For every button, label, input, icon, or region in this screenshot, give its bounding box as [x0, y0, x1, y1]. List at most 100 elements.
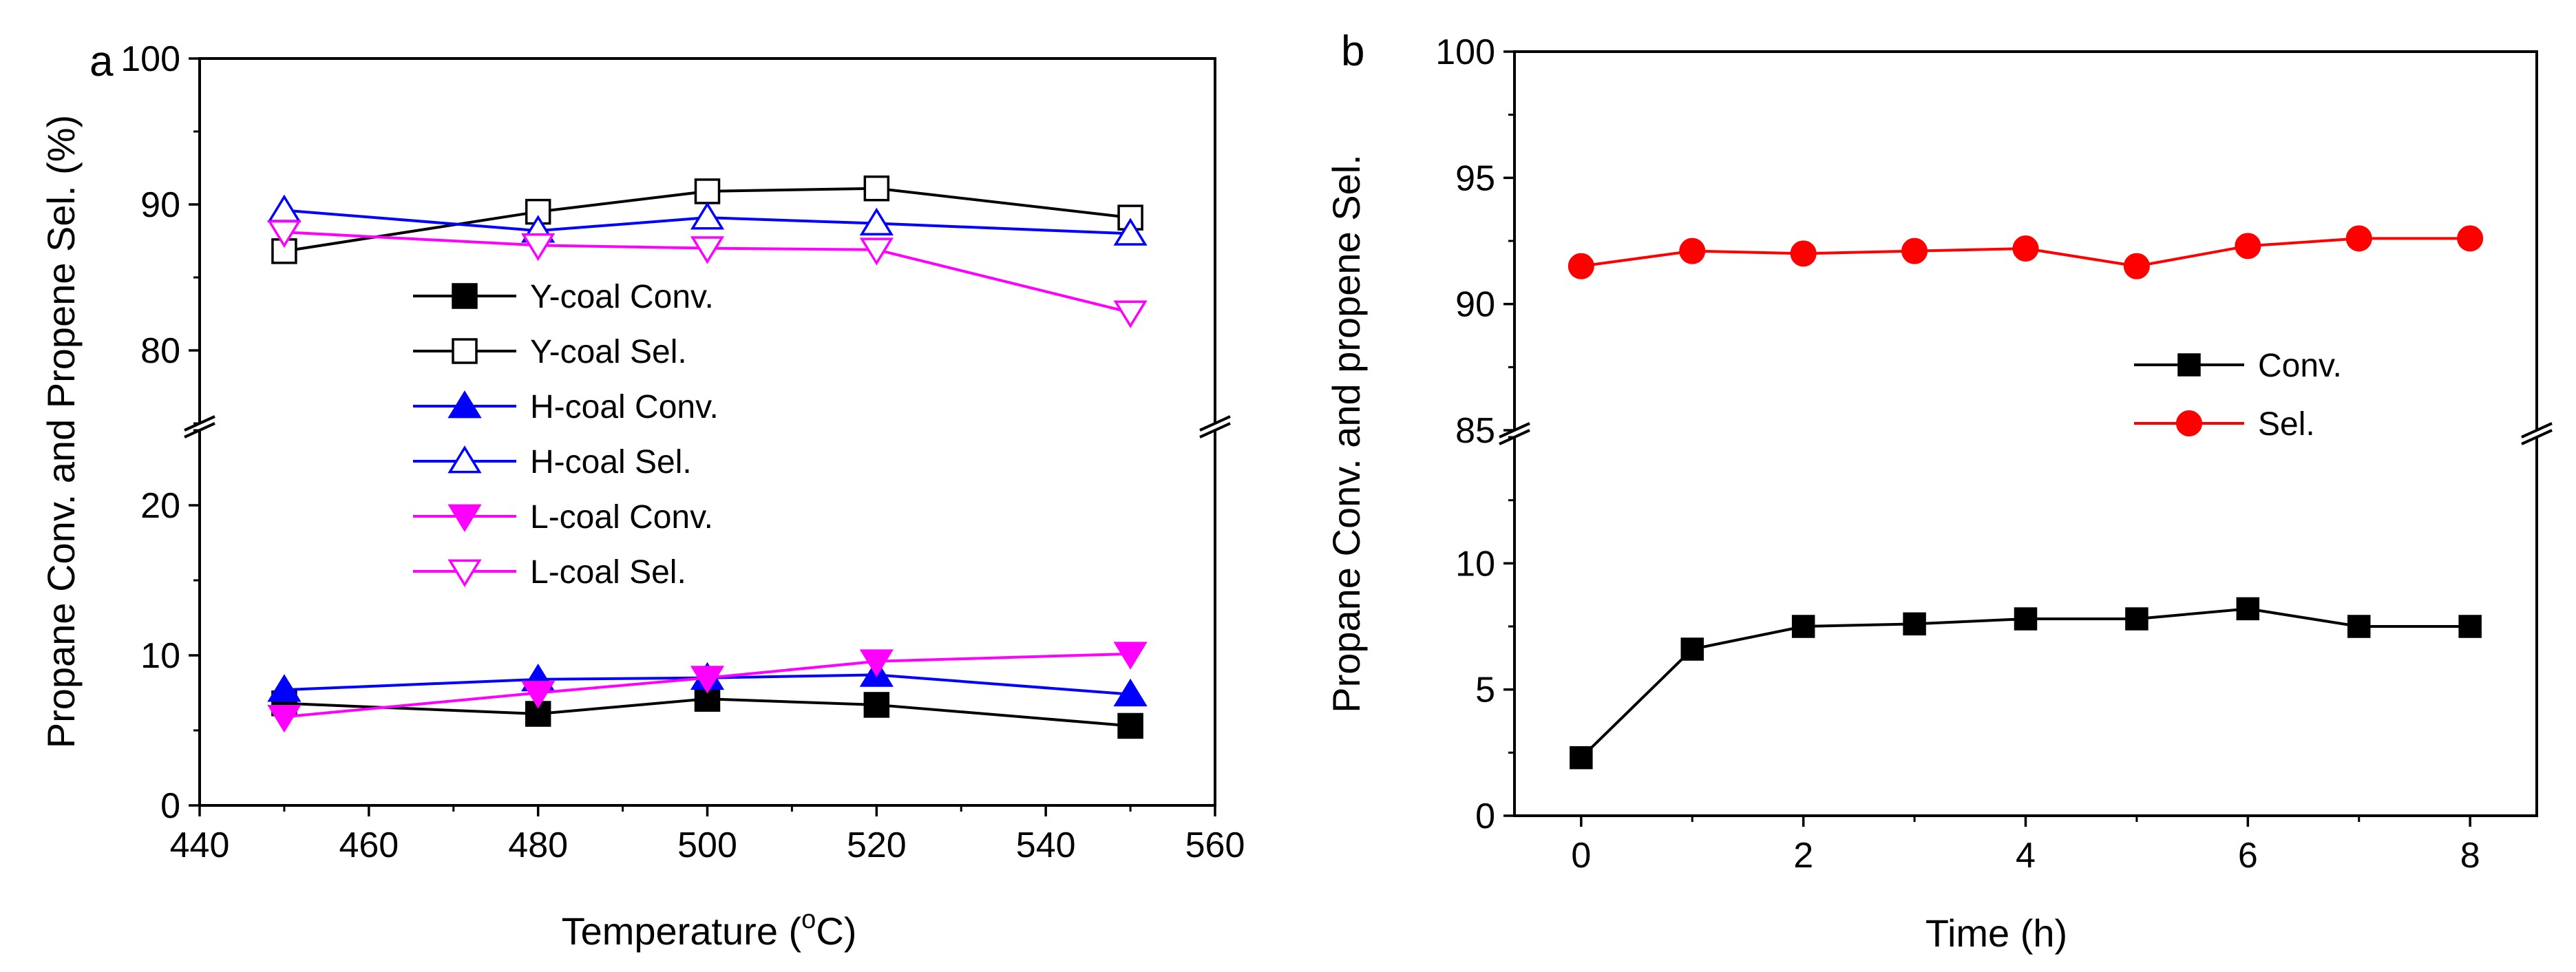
panel-b-point-sel — [2457, 225, 2484, 252]
panel-a-x-axis-label: Temperature (oC) — [562, 905, 857, 953]
panel-a-series-y-coal-conv — [271, 686, 1143, 739]
panel-a-x-tick-label: 440 — [170, 825, 230, 865]
panel-b-point-conv — [1903, 612, 1926, 636]
panel-b-point-sel — [2235, 233, 2261, 260]
panel-a-point-h-coal-sel — [859, 207, 894, 235]
panel-a-x-tick-label: 460 — [339, 825, 399, 865]
panel-a-break-gap-left — [179, 423, 220, 430]
panel-b-point-conv — [2347, 615, 2371, 638]
panel-b-point-conv — [2458, 615, 2482, 638]
panel-b-point-sel — [2012, 235, 2039, 262]
panel-b-line-conv — [1580, 607, 2471, 759]
panel-a-legend-swatch-marker — [447, 504, 482, 532]
panel-b-point-sel — [1679, 237, 1706, 264]
panel-a-legend-swatch-marker — [447, 559, 482, 587]
panel-a-chart: a 440 460 480 500 520 540 560 0 10 20 80 90 100 Prop… — [39, 38, 1245, 953]
panel-b-y-tick-label: 10 — [1455, 544, 1495, 584]
panel-b-y-tick-label: 0 — [1475, 796, 1495, 836]
panel-a-x-label-prefix: Temperature ( — [562, 909, 802, 953]
panel-b-x-axis-label: Time (h) — [1925, 911, 2067, 955]
panel-a-y-tick-label: 90 — [140, 185, 180, 225]
panel-a-point-h-coal-sel — [690, 202, 725, 230]
panel-a-x-tick-label: 540 — [1016, 825, 1076, 865]
panel-a-y-tick-label: 20 — [140, 486, 180, 526]
panel-a-legend-label: Y-coal Conv. — [530, 279, 714, 315]
panel-a-y-axis-label: Propane Conv. and Propene Sel. (%) — [39, 115, 83, 748]
panel-a-series-y-coal-sel — [271, 175, 1143, 264]
panel-a-legend-swatch-marker — [452, 338, 478, 364]
panel-a-y-tick-label: 100 — [120, 39, 180, 79]
panel-a-break-mark-right-top — [1199, 415, 1231, 432]
panel-b-y-axis-label: Propane Conv. and propene Sel. — [1324, 154, 1368, 713]
panel-b-y-tick-label: 85 — [1455, 411, 1495, 451]
panel-a-point-h-coal-sel — [1113, 218, 1148, 246]
panel-a-point-h-coal-conv — [267, 674, 302, 702]
panel-a-x-tick-label: 560 — [1185, 825, 1245, 865]
panel-b-legend-swatch-marker — [2177, 353, 2201, 377]
panel-a-point-h-coal-conv — [1113, 678, 1148, 707]
panel-b-series-sel — [1567, 225, 2484, 279]
panel-b-point-conv — [1570, 746, 1593, 770]
panel-a-point-y-coal-conv — [1117, 712, 1143, 739]
panel-a-point-l-coal-conv — [690, 666, 725, 694]
panel-a-break-gap-right — [1194, 423, 1236, 430]
panel-b-break-mark-right-top — [2521, 422, 2553, 439]
panel-b-point-sel — [1790, 240, 1817, 267]
panel-b-y-tick-label: 100 — [1435, 32, 1495, 72]
panel-b-y-tick-label: 95 — [1455, 158, 1495, 198]
panel-a-legend: Y-coal Conv. Y-coal Sel. H-coal Conv. H-coa… — [413, 279, 719, 591]
panel-a-point-l-coal-conv — [1113, 642, 1148, 670]
panel-b-label: b — [1341, 28, 1364, 75]
panel-b-point-conv — [1791, 615, 1815, 638]
panel-a-break-mark-right-bottom — [1199, 422, 1231, 439]
panel-a-series-l-coal-conv — [267, 642, 1148, 733]
panel-b-plot — [1567, 225, 2484, 770]
panel-a-x-label-suffix: C) — [816, 909, 856, 953]
panel-a-legend-label: Y-coal Sel. — [530, 334, 687, 370]
panel-a-ticks: 440 460 480 500 520 540 560 0 10 20 80 90 100 — [120, 39, 1245, 865]
panel-b-x-tick-label: 6 — [2238, 836, 2258, 876]
panel-a-legend-label: L-coal Sel. — [530, 554, 686, 591]
panel-a-point-l-coal-conv — [521, 681, 556, 709]
panel-b-point-sel — [2345, 225, 2372, 252]
panel-b-x-tick-label: 4 — [2016, 836, 2036, 876]
panel-a-legend-item-y-coal-sel: Y-coal Sel. — [413, 334, 687, 370]
panel-b-legend-label: Sel. — [2258, 406, 2315, 443]
panel-a-point-y-coal-conv — [863, 692, 890, 718]
panel-b-frame — [1513, 50, 2538, 817]
panel-b-break-mark-right-bottom — [2521, 429, 2553, 445]
panel-a-point-l-coal-sel — [859, 237, 894, 266]
panel-a-legend-label: H-coal Sel. — [530, 444, 692, 480]
panel-b-point-conv — [2125, 607, 2149, 631]
panel-a-legend-swatch-marker — [447, 445, 482, 474]
panel-a-point-l-coal-sel — [1113, 300, 1148, 328]
panel-a-legend-item-h-coal-conv: H-coal Conv. — [413, 389, 719, 425]
panel-b-break-gap-right — [2516, 430, 2557, 437]
panel-b-ticks: 0 2 4 6 8 0 5 10 85 90 95 100 — [1435, 32, 2480, 876]
panel-a-plot — [267, 175, 1148, 739]
panel-b-y-tick-label: 5 — [1475, 670, 1495, 710]
panel-a-legend-swatch-marker — [452, 283, 478, 309]
panel-a-y-tick-label: 0 — [160, 786, 180, 826]
panel-b-point-sel — [1901, 237, 1928, 264]
panel-b-x-tick-label: 0 — [1571, 836, 1591, 876]
panel-a-series-l-coal-sel — [267, 220, 1148, 328]
panel-a-point-y-coal-sel — [694, 178, 721, 204]
panel-b-x-tick-label: 8 — [2460, 836, 2480, 876]
panel-a-point-l-coal-conv — [859, 649, 894, 677]
panel-a-point-l-coal-sel — [267, 220, 302, 249]
panel-a-series-h-coal-sel — [267, 194, 1148, 246]
panel-b-axis-break — [1494, 422, 2557, 445]
panel-a-legend-swatch-marker — [447, 390, 482, 419]
panel-a-x-label-degree: o — [801, 905, 816, 934]
panel-b-point-conv — [2236, 597, 2260, 621]
panel-b-point-sel — [1567, 253, 1594, 279]
panel-a-y-tick-label: 80 — [140, 331, 180, 371]
panel-b-point-conv — [1680, 637, 1704, 661]
panel-a-legend-item-l-coal-conv: L-coal Conv. — [413, 499, 713, 536]
panel-a-legend-item-h-coal-sel: H-coal Sel. — [413, 444, 692, 480]
panel-a-legend-item-l-coal-sel: L-coal Sel. — [413, 554, 686, 591]
panel-a-point-l-coal-sel — [521, 233, 556, 262]
panel-b-chart: b 0 2 4 6 8 0 5 10 85 90 95 100 Propane Conv. and p… — [1324, 28, 2557, 955]
